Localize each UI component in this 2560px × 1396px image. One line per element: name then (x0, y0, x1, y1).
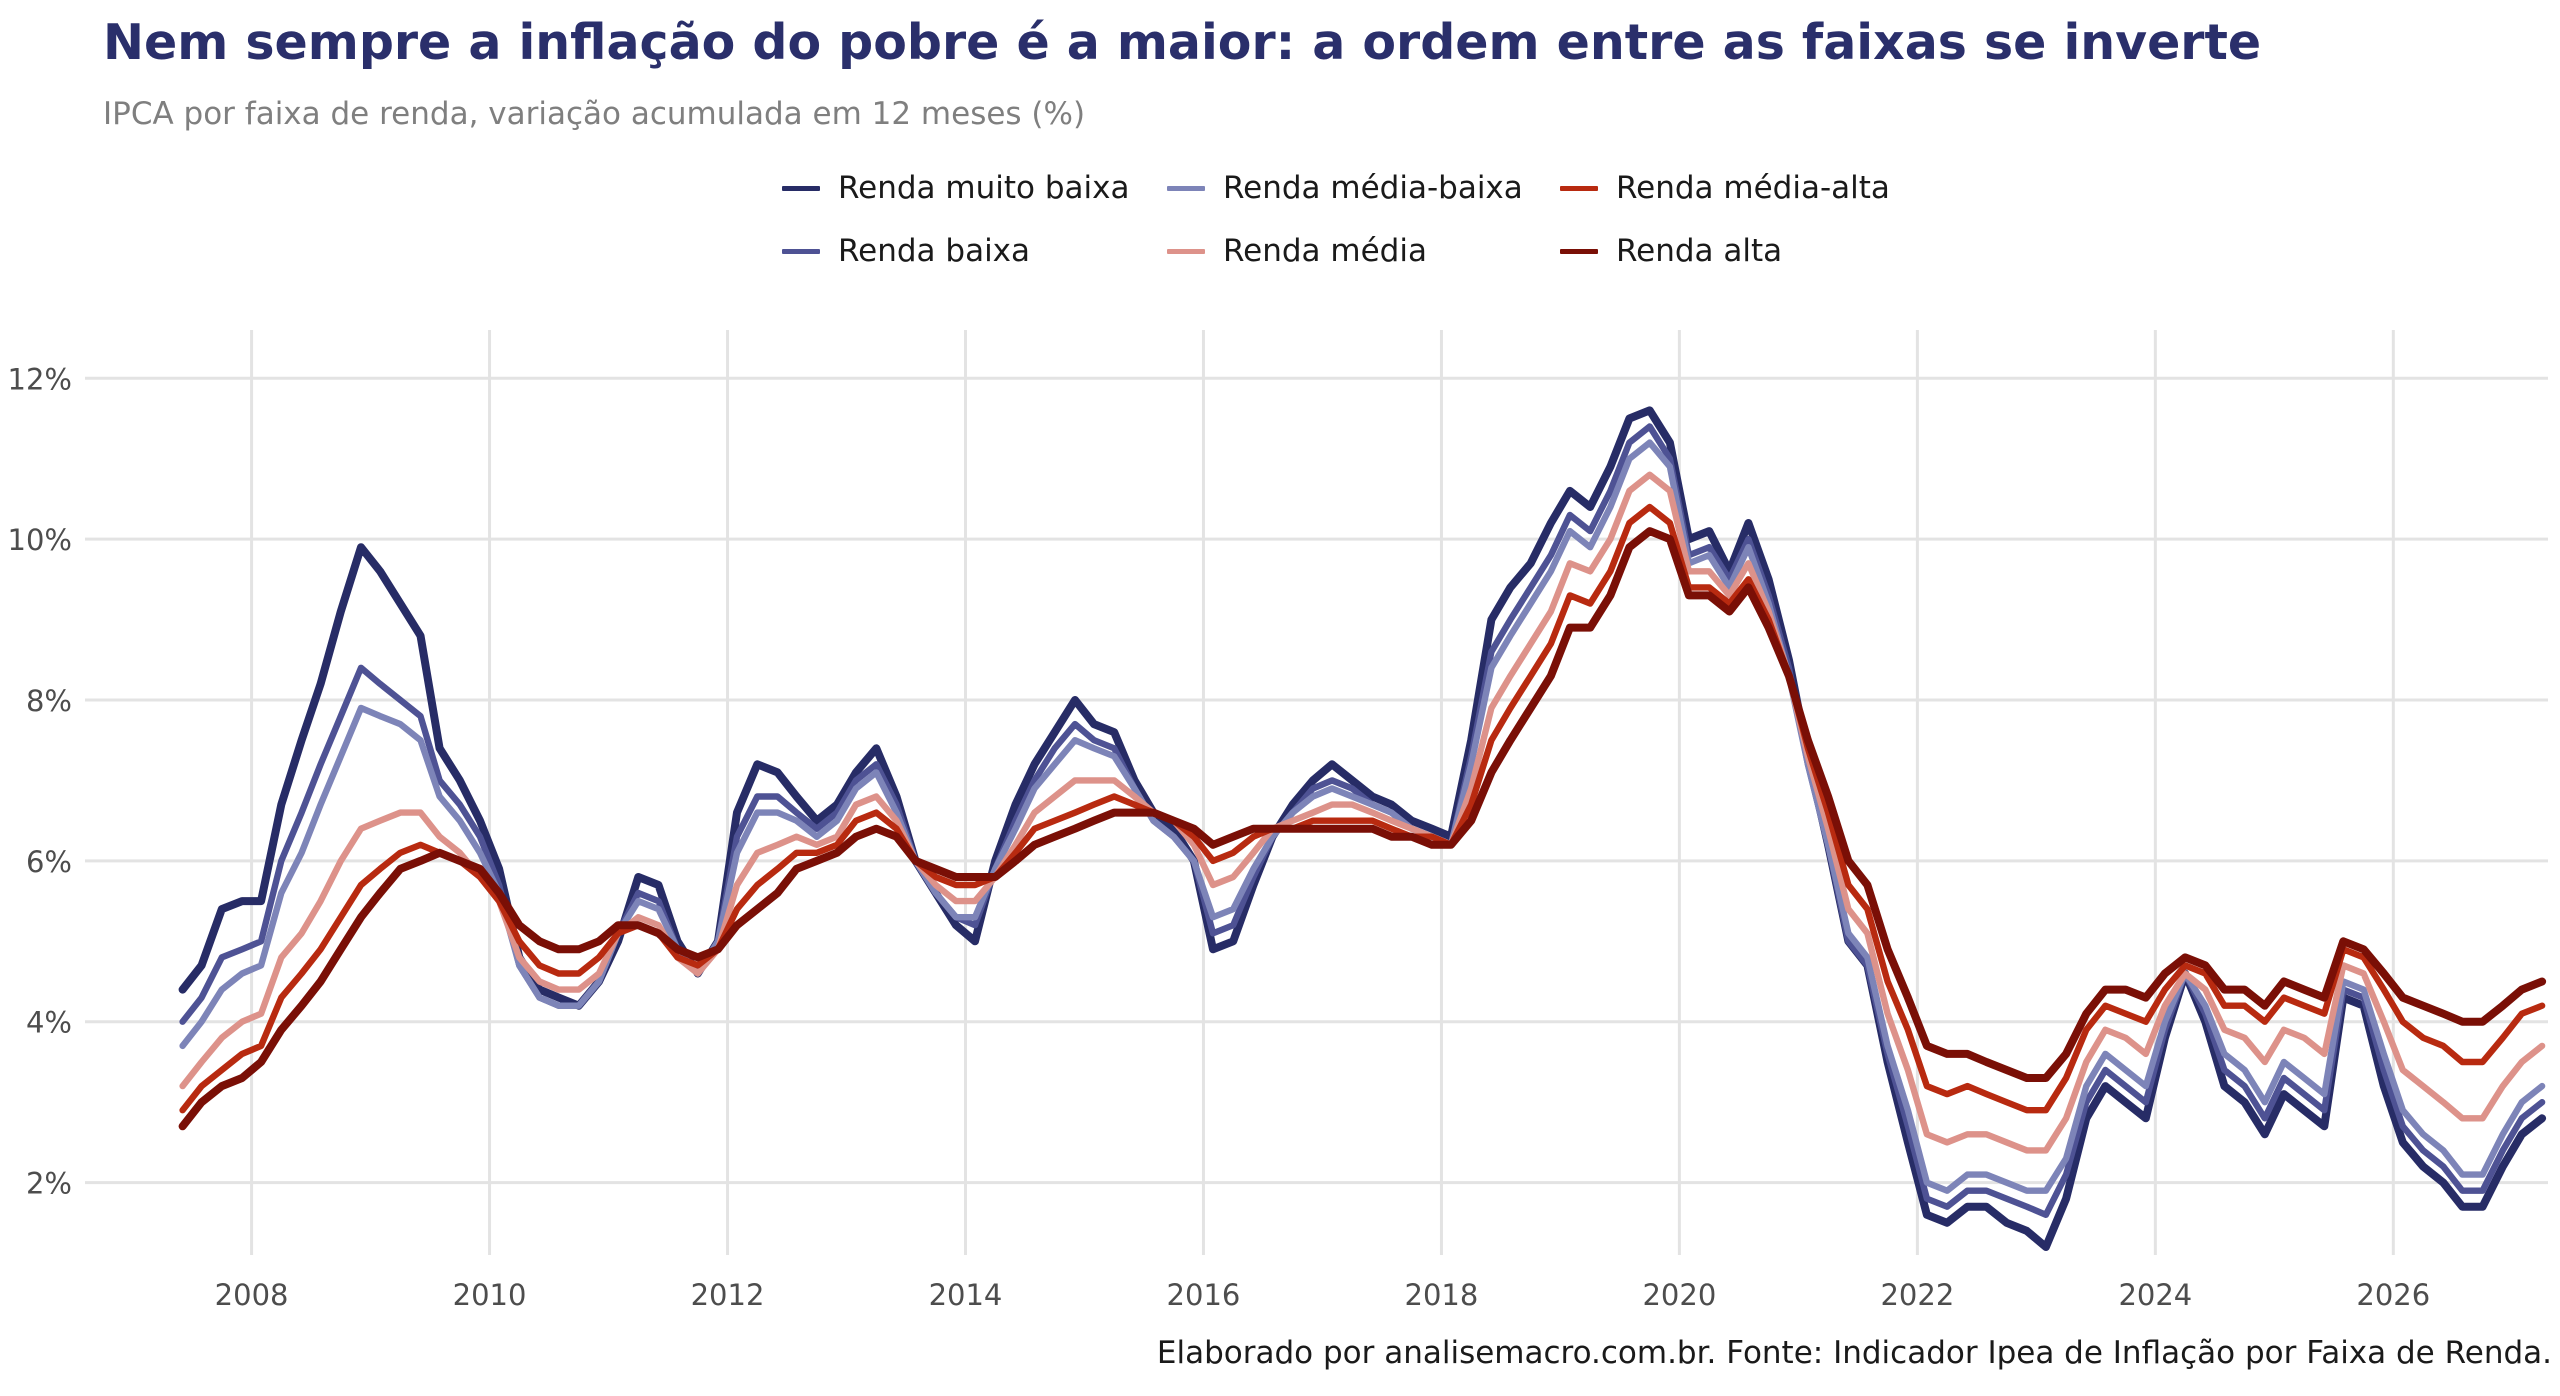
legend-item: Renda média (1167, 231, 1427, 271)
y-tick-label: 12% (8, 362, 72, 396)
legend-key (1560, 248, 1598, 254)
x-tick-label: 2008 (215, 1278, 289, 1312)
y-tick-label: 10% (8, 523, 72, 557)
x-tick-label: 2020 (1642, 1278, 1716, 1312)
legend-label: Renda média-baixa (1223, 170, 1523, 206)
legend-label: Renda média-alta (1616, 170, 1890, 206)
x-tick-label: 2024 (2118, 1278, 2192, 1312)
legend-item: Renda alta (1560, 231, 1782, 271)
axis-tick-labels: 2008 2010 2012 2014 2016 2018 2020 2022 2024 2026… (8, 362, 2431, 1312)
legend-label: Renda média (1223, 233, 1427, 269)
legend-label: Renda alta (1616, 233, 1783, 269)
x-tick-label: 2026 (2356, 1278, 2430, 1312)
legend-item: Renda baixa (782, 231, 1030, 271)
series-line-6 (178, 527, 2547, 1131)
y-tick-label: 8% (26, 684, 72, 718)
y-tick-label: 4% (26, 1006, 72, 1040)
legend-label: Renda muito baixa (838, 170, 1130, 206)
x-tick-label: 2012 (691, 1278, 765, 1312)
legend-key (1167, 248, 1205, 254)
grid-lines (85, 330, 2548, 1255)
x-tick-label: 2018 (1405, 1278, 1479, 1312)
chart-caption: Elaborado por analisemacro.com.br. Fonte… (1156, 1335, 2552, 1371)
legend-key (1167, 185, 1205, 191)
series-line-5 (179, 503, 2546, 1114)
y-tick-label: 6% (26, 845, 72, 879)
y-tick-label: 2% (26, 1167, 72, 1201)
x-tick-label: 2016 (1167, 1278, 1241, 1312)
x-tick-label: 2022 (1880, 1278, 1954, 1312)
legend-item: Renda média-alta (1560, 168, 1890, 208)
legend-item: Renda média-baixa (1167, 168, 1523, 208)
x-tick-label: 2010 (453, 1278, 527, 1312)
legend-key (782, 185, 820, 191)
legend-label: Renda baixa (838, 233, 1031, 269)
series-line-3 (179, 439, 2546, 1194)
legend-key (1560, 185, 1598, 191)
chart-title: Nem sempre a inflação do pobre é a maior… (103, 14, 2262, 71)
chart-subtitle: IPCA por faixa de renda, variação acumul… (103, 96, 1086, 132)
x-tick-label: 2014 (929, 1278, 1003, 1312)
legend-item: Renda muito baixa (782, 168, 1129, 208)
series-lines (178, 406, 2547, 1251)
series-line-4 (179, 471, 2546, 1154)
legend-key (782, 248, 820, 254)
